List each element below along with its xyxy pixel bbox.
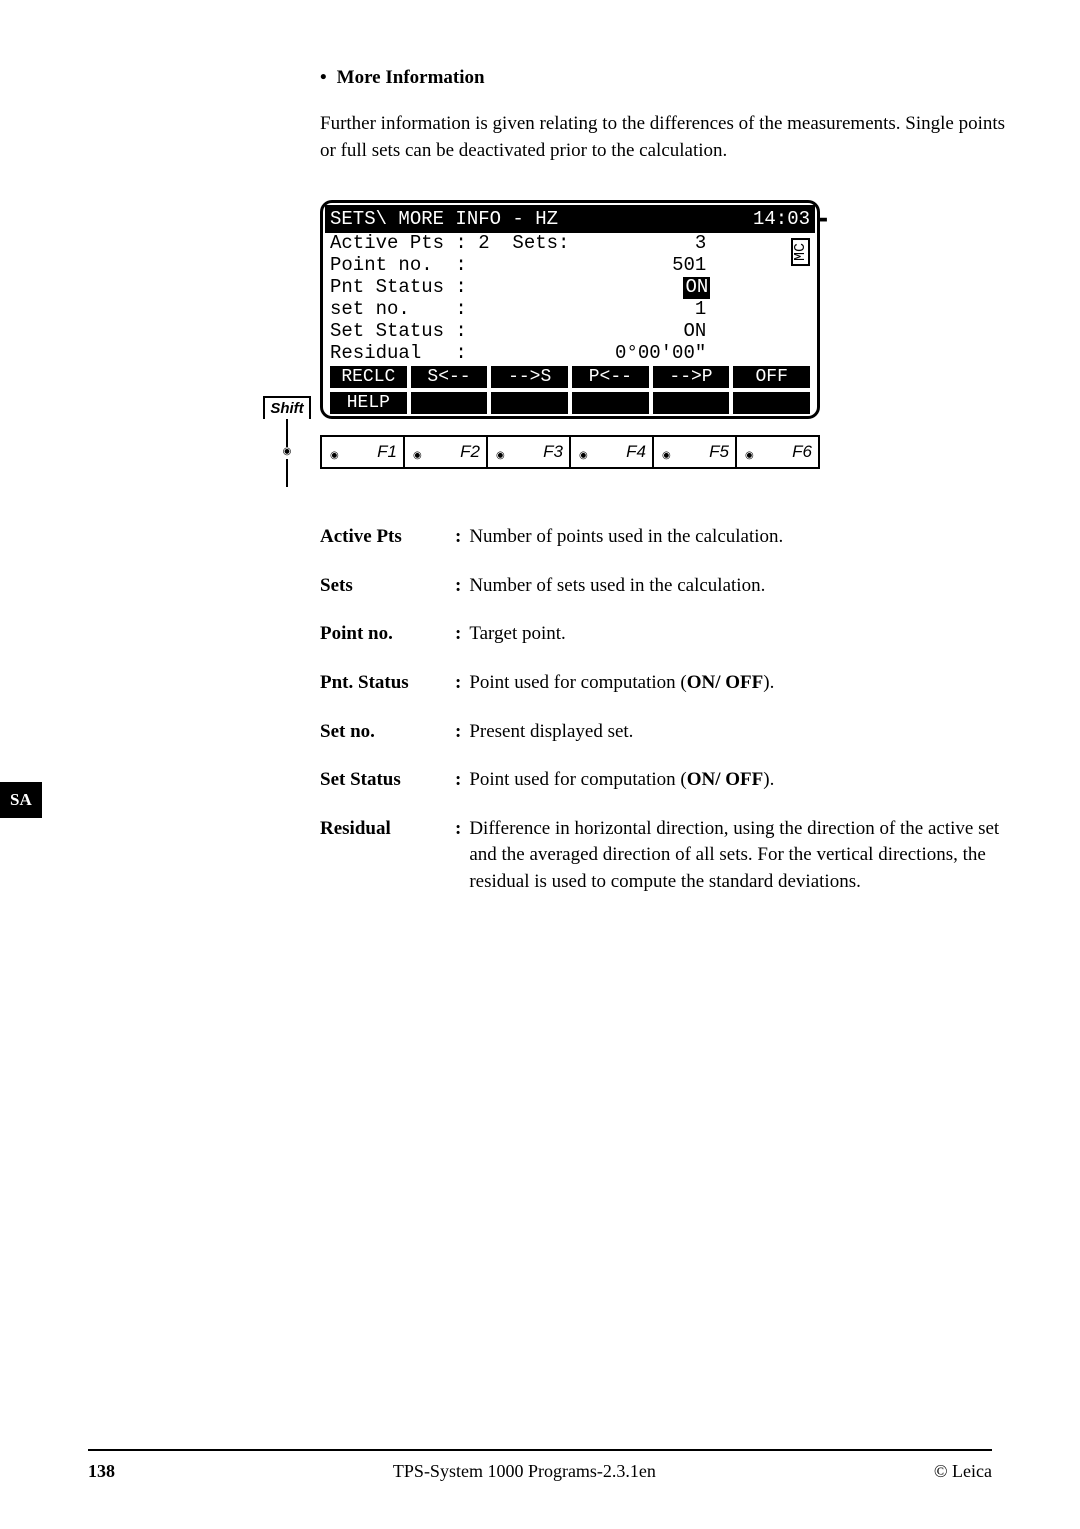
footer-center-text: TPS-System 1000 Programs-2.3.1en [393, 1459, 656, 1484]
lcd-row: Pnt Status : ON [330, 277, 810, 299]
definition-colon: : [455, 719, 461, 746]
softkey[interactable] [411, 392, 488, 414]
lcd-field-value: 0°00'00" [615, 343, 706, 365]
definition-description: Present displayed set. [469, 719, 1020, 746]
function-key[interactable]: F5◉ [654, 437, 737, 467]
softkey[interactable]: RECLC [330, 366, 407, 388]
function-key-dot-icon: ◉ [662, 449, 671, 463]
softkey[interactable]: P<-- [572, 366, 649, 388]
softkey[interactable]: HELP [330, 392, 407, 414]
page-footer: 138 TPS-System 1000 Programs-2.3.1en © L… [88, 1449, 992, 1484]
definition-description: Point used for computation (ON/ OFF). [469, 670, 1020, 697]
shift-dot-icon [263, 419, 311, 488]
lcd-row: Point no. : 501 [330, 255, 810, 277]
lcd-screen: SETS\ MORE INFO - HZ 14:03 MC Active Pts… [320, 200, 820, 420]
softkey[interactable] [733, 392, 810, 414]
lcd-title-time: 14:03 [753, 206, 810, 233]
definition-term: Point no. [320, 621, 455, 648]
lcd-field-label: Residual : [330, 343, 615, 365]
function-key-dot-icon: ◉ [579, 449, 588, 463]
sa-side-tab: SA [0, 782, 42, 818]
definition-term: Sets [320, 573, 455, 600]
definition-term: Set no. [320, 719, 455, 746]
lcd-row: Set Status : ON [330, 321, 810, 343]
definition-term: Set Status [320, 767, 455, 794]
lcd-field-value: 1 [695, 299, 706, 321]
softkey[interactable]: -->P [653, 366, 730, 388]
lcd-body: MC Active Pts : 2 Sets: 3Point no. : 501… [325, 233, 815, 414]
footer-page-number: 138 [88, 1459, 115, 1484]
definition-row: Active Pts: Number of points used in the … [320, 524, 1020, 551]
definition-description: Target point. [469, 621, 1020, 648]
softkey[interactable] [491, 392, 568, 414]
lcd-row: set no. : 1 [330, 299, 810, 321]
intro-paragraph: Further information is given relating to… [320, 110, 1020, 165]
definition-colon: : [455, 670, 461, 697]
definition-colon: : [455, 621, 461, 648]
function-key-dot-icon: ◉ [496, 449, 505, 463]
lcd-title-left: SETS\ MORE INFO - HZ [330, 206, 558, 233]
function-key[interactable]: F6◉ [737, 437, 818, 467]
section-heading: More Information [320, 65, 1020, 92]
lcd-field-value: ON [683, 321, 706, 343]
definitions-list: Active Pts: Number of points used in the … [320, 524, 1020, 895]
lcd-row: Active Pts : 2 Sets: 3 [330, 233, 810, 255]
softkey-row-1: RECLCS<---->SP<---->POFF [330, 366, 810, 388]
definition-description: Difference in horizontal direction, usin… [469, 816, 1020, 896]
softkey[interactable]: OFF [733, 366, 810, 388]
footer-copyright: © Leica [934, 1459, 992, 1484]
definition-term: Active Pts [320, 524, 455, 551]
definition-description: Number of sets used in the calculation. [469, 573, 1020, 600]
lcd-field-label: set no. : [330, 299, 695, 321]
softkey[interactable] [572, 392, 649, 414]
definition-colon: : [455, 524, 461, 551]
softkey-row-2: HELP [330, 392, 810, 414]
function-key[interactable]: F1◉ [322, 437, 405, 467]
definition-row: Set Status: Point used for computation (O… [320, 767, 1020, 794]
function-key-dot-icon: ◉ [413, 449, 422, 463]
definition-term: Residual [320, 816, 455, 843]
definition-description: Point used for computation (ON/ OFF). [469, 767, 1020, 794]
lcd-field-label: Pnt Status : [330, 277, 683, 299]
softkey[interactable] [653, 392, 730, 414]
mc-badge: MC [791, 238, 810, 266]
definition-colon: : [455, 767, 461, 794]
function-key-dot-icon: ◉ [330, 449, 339, 463]
definition-row: Pnt. Status: Point used for computation (… [320, 670, 1020, 697]
definition-description: Number of points used in the calculation… [469, 524, 1020, 551]
lcd-field-label: Point no. : [330, 255, 672, 277]
lcd-container: Shift SETS\ MORE INFO - HZ 14:03 MC Acti… [320, 200, 1020, 469]
lcd-field-label: Set Status : [330, 321, 683, 343]
definition-term: Pnt. Status [320, 670, 455, 697]
definition-row: Sets: Number of sets used in the calculat… [320, 573, 1020, 600]
definition-row: Residual: Difference in horizontal direct… [320, 816, 1020, 896]
function-key[interactable]: F2◉ [405, 437, 488, 467]
function-key-dot-icon: ◉ [745, 449, 754, 463]
lcd-field-value: 501 [672, 255, 706, 277]
definition-row: Set no.: Present displayed set. [320, 719, 1020, 746]
definition-colon: : [455, 816, 461, 843]
shift-text: Shift [263, 396, 311, 419]
lcd-row: Residual : 0°00'00" [330, 343, 810, 365]
definition-colon: : [455, 573, 461, 600]
lcd-field-value: 3 [695, 233, 706, 255]
shift-key-label: Shift [263, 396, 311, 486]
function-key-row: F1◉F2◉F3◉F4◉F5◉F6◉ [320, 435, 820, 469]
function-key[interactable]: F3◉ [488, 437, 571, 467]
lcd-field-value: ON [683, 277, 710, 299]
lcd-field-label: Active Pts : 2 Sets: [330, 233, 695, 255]
softkey[interactable]: -->S [491, 366, 568, 388]
softkey[interactable]: S<-- [411, 366, 488, 388]
function-key[interactable]: F4◉ [571, 437, 654, 467]
definition-row: Point no.: Target point. [320, 621, 1020, 648]
lcd-title-bar: SETS\ MORE INFO - HZ 14:03 [325, 205, 815, 234]
